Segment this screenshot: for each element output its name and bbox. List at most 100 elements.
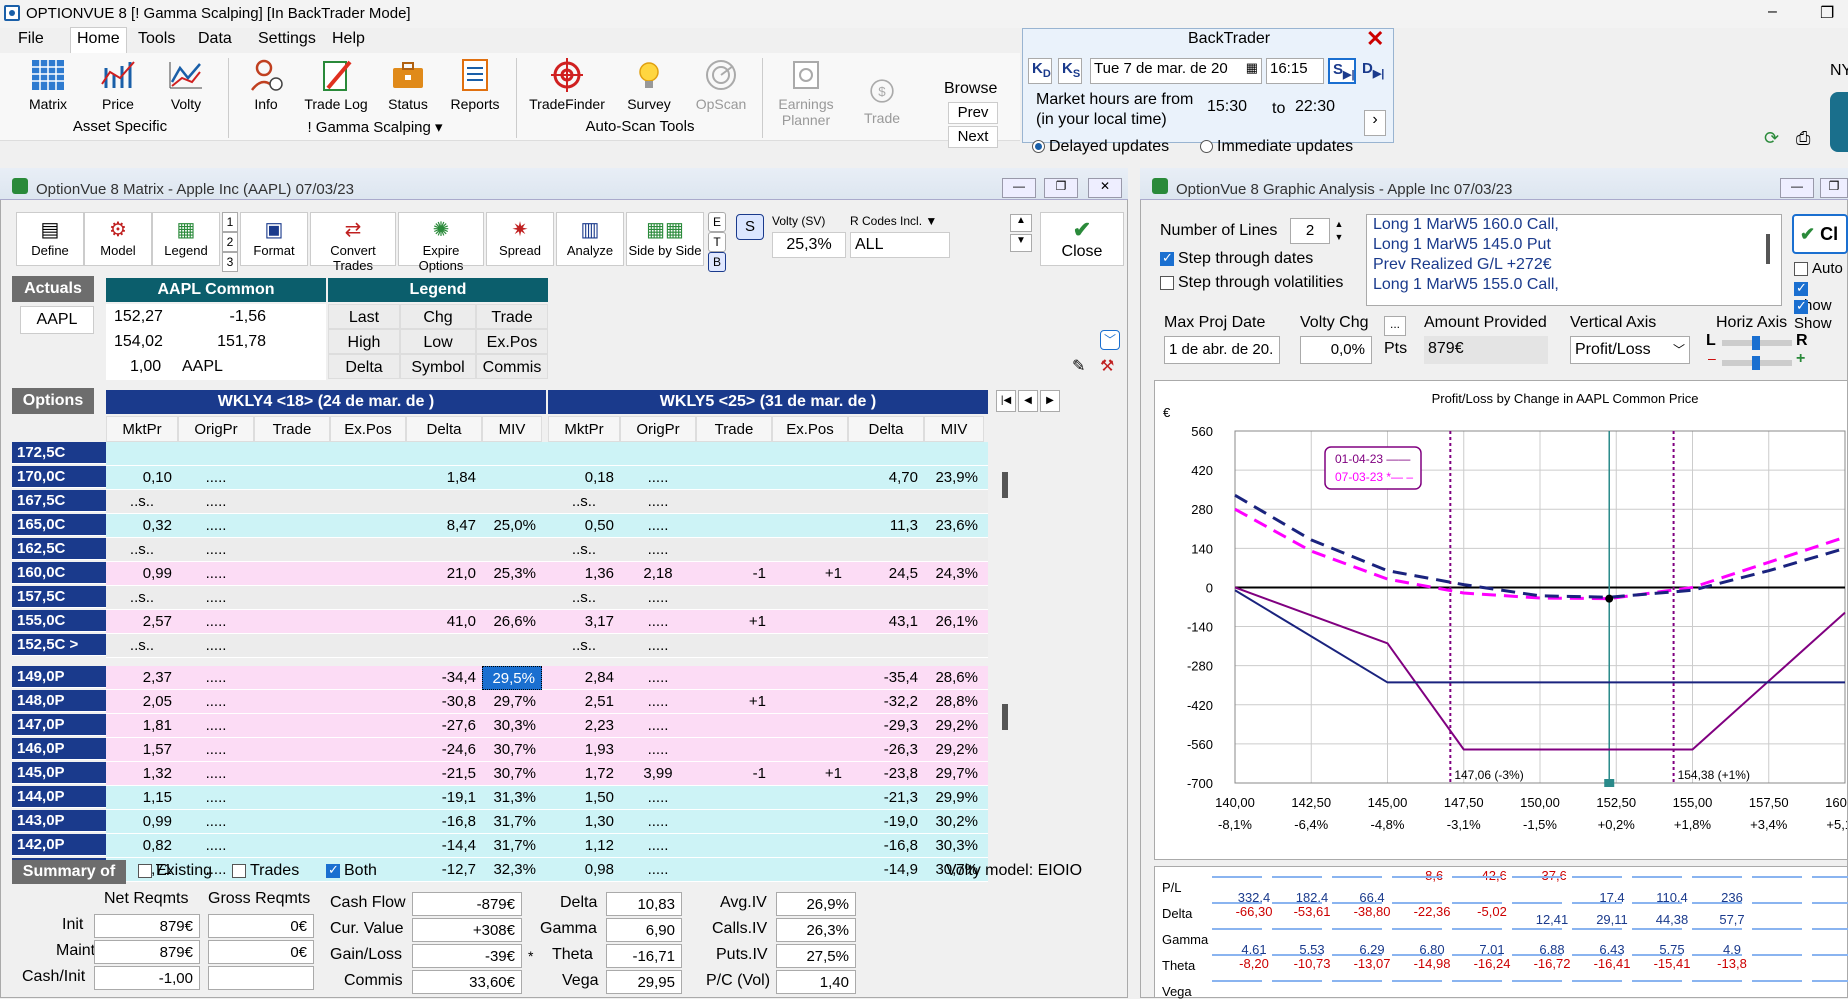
table-row[interactable] <box>106 714 988 738</box>
table-cell[interactable] <box>696 490 772 514</box>
table-cell[interactable]: +1 <box>824 565 842 582</box>
step-back-session-button[interactable]: KS <box>1058 58 1082 84</box>
table-cell[interactable]: ..... <box>647 469 669 486</box>
strike-label[interactable]: 157,5C <box>12 586 106 608</box>
table-cell[interactable] <box>330 690 406 714</box>
positions-scrollbar[interactable] <box>1766 234 1770 264</box>
table-cell[interactable] <box>254 634 330 658</box>
table-cell[interactable] <box>696 514 772 538</box>
table-row[interactable] <box>106 834 988 858</box>
matrix-close-button[interactable]: ✕ <box>1088 178 1122 198</box>
table-cell[interactable] <box>696 786 772 810</box>
table-cell[interactable] <box>696 666 772 690</box>
r-codes-field[interactable]: ALL <box>850 232 950 258</box>
table-cell[interactable]: ..... <box>205 613 227 630</box>
backtrader-time-field[interactable]: 16:15 <box>1266 58 1324 84</box>
table-cell[interactable] <box>924 442 984 466</box>
table-cell[interactable] <box>696 810 772 834</box>
positions-list[interactable]: Long 1 MarW5 160.0 Call, Long 1 MarW5 145… <box>1366 214 1782 306</box>
table-cell[interactable]: -35,4 <box>883 669 918 686</box>
table-cell[interactable] <box>772 586 848 610</box>
format-button[interactable]: ▣ Format <box>240 212 308 266</box>
trades-checkbox[interactable]: Trades <box>232 862 299 880</box>
table-cell[interactable]: -19,1 <box>441 789 476 806</box>
table-cell[interactable] <box>254 714 330 738</box>
table-cell[interactable]: ..... <box>205 837 227 854</box>
table-cell[interactable]: 31,7% <box>493 813 536 830</box>
table-cell[interactable] <box>254 562 330 586</box>
table-cell[interactable]: ..s.. <box>129 589 155 606</box>
table-cell[interactable] <box>482 466 542 490</box>
printer-icon[interactable]: ⎙ <box>1796 128 1811 148</box>
table-row[interactable] <box>106 610 988 634</box>
table-cell[interactable]: ..... <box>205 717 227 734</box>
table-row[interactable] <box>106 738 988 762</box>
table-cell[interactable] <box>254 586 330 610</box>
table-row[interactable] <box>106 586 988 610</box>
volty-button[interactable]: Volty <box>160 58 212 112</box>
horiz-axis-minus[interactable]: – <box>1708 350 1716 366</box>
table-cell[interactable] <box>482 634 542 658</box>
spread-button[interactable]: ✷ Spread <box>486 212 554 266</box>
col-header[interactable]: MktPr <box>548 416 620 442</box>
number-of-lines-field[interactable]: 2 <box>1290 218 1330 244</box>
table-cell[interactable]: -29,3 <box>883 717 918 734</box>
table-cell[interactable] <box>924 586 984 610</box>
table-cell[interactable]: 28,6% <box>935 669 978 686</box>
col-header[interactable]: OrigPr <box>620 416 696 442</box>
table-row[interactable] <box>106 538 988 562</box>
table-cell[interactable]: 21,0 <box>446 565 476 582</box>
table-cell[interactable] <box>848 586 924 610</box>
table-cell[interactable] <box>330 610 406 634</box>
table-cell[interactable]: ..... <box>647 541 669 558</box>
table-cell[interactable]: 4,70 <box>888 469 918 486</box>
table-cell[interactable]: 2,23 <box>584 717 614 734</box>
backtrader-date-field[interactable]: Tue 7 de mar. de 20 ▦ <box>1090 58 1262 84</box>
strike-label[interactable]: 146,0P <box>12 738 106 760</box>
table-cell[interactable]: +1 <box>748 613 766 630</box>
table-cell[interactable]: ..... <box>205 517 227 534</box>
table-cell[interactable] <box>696 586 772 610</box>
table-cell[interactable]: -19,0 <box>883 813 918 830</box>
strike-label[interactable]: 143,0P <box>12 810 106 832</box>
table-cell[interactable] <box>696 442 772 466</box>
table-cell[interactable] <box>696 858 772 882</box>
table-cell[interactable] <box>254 810 330 834</box>
table-cell[interactable] <box>406 634 482 658</box>
table-cell[interactable] <box>330 634 406 658</box>
table-cell[interactable] <box>772 858 848 882</box>
table-cell[interactable] <box>772 442 848 466</box>
step-dates-checkbox[interactable]: Step through dates <box>1160 250 1313 268</box>
table-cell[interactable] <box>254 610 330 634</box>
table-cell[interactable] <box>924 538 984 562</box>
col-header[interactable]: Delta <box>848 416 924 442</box>
table-cell[interactable]: -1 <box>752 565 766 582</box>
table-cell[interactable] <box>330 562 406 586</box>
status-button[interactable]: Status <box>382 58 434 112</box>
col-header[interactable]: Ex.Pos <box>772 416 848 442</box>
table-cell[interactable] <box>772 666 848 690</box>
table-cell[interactable]: ..... <box>647 669 669 686</box>
tradefinder-button[interactable]: TradeFinder <box>526 58 608 112</box>
table-cell[interactable]: 8,47 <box>446 517 476 534</box>
table-row[interactable] <box>106 490 988 514</box>
strike-label[interactable]: 155,0C <box>12 610 106 632</box>
table-cell[interactable]: 31,3% <box>493 789 536 806</box>
table-cell[interactable]: 1,50 <box>584 789 614 806</box>
table-cell[interactable]: -30,8 <box>441 693 476 710</box>
table-cell[interactable]: 2,57 <box>142 613 172 630</box>
table-row[interactable] <box>106 442 988 466</box>
strike-label[interactable]: 172,5C <box>12 442 106 464</box>
table-cell[interactable]: ..... <box>205 541 227 558</box>
table-cell[interactable]: -14,4 <box>441 837 476 854</box>
table-cell[interactable]: ..... <box>205 469 227 486</box>
table-cell[interactable] <box>330 442 406 466</box>
table-cell[interactable]: 2,05 <box>142 693 172 710</box>
table-cell[interactable]: 0,10 <box>142 469 172 486</box>
s-button[interactable]: S <box>736 214 764 240</box>
graphic-restore-button[interactable]: ❐ <box>1820 178 1848 198</box>
table-cell[interactable] <box>482 538 542 562</box>
opscan-button[interactable]: OpScan <box>692 58 750 112</box>
